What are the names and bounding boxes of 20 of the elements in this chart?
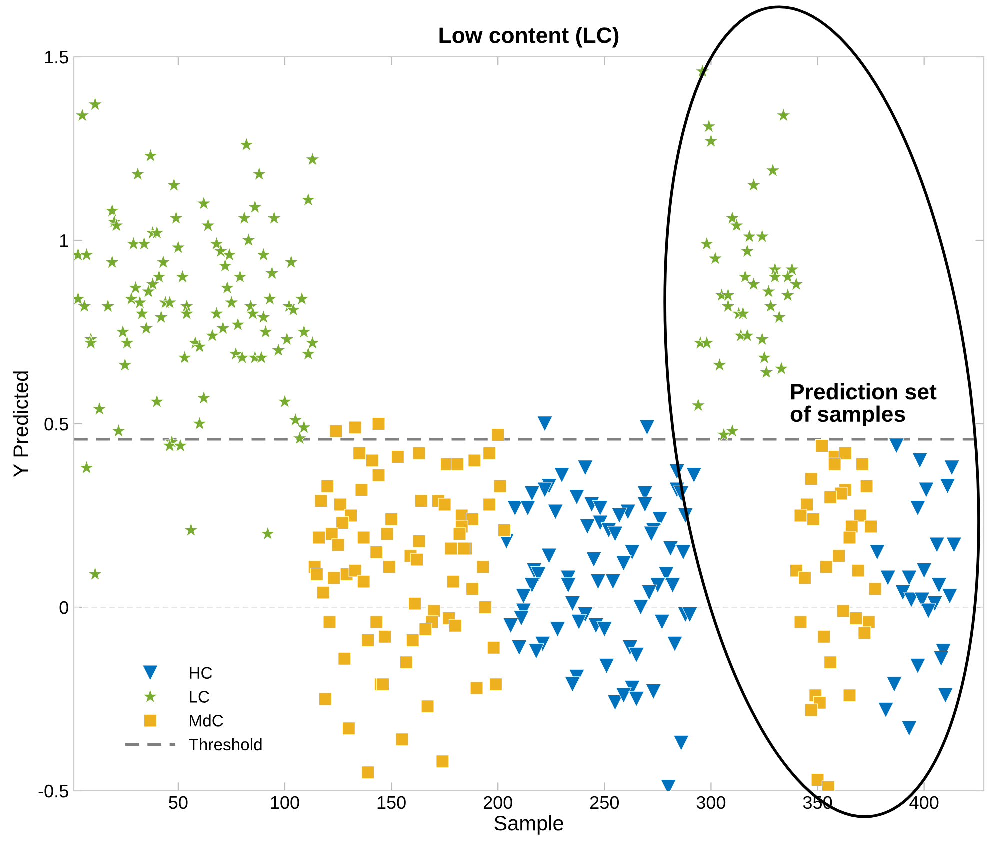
y-axis-title: Y Predicted xyxy=(13,372,28,478)
y-tick-label: -0.5 xyxy=(38,784,68,798)
legend-label: HC xyxy=(190,667,212,680)
legend-label: LC xyxy=(190,691,210,703)
x-tick-label: 400 xyxy=(910,796,939,810)
y-tick-label: 1 xyxy=(60,234,68,248)
legend-label: Threshold xyxy=(189,738,262,751)
x-tick-label: 100 xyxy=(271,796,300,810)
legend-label: MdC xyxy=(190,714,224,727)
x-tick-label: 300 xyxy=(696,796,726,810)
x-tick-label: 50 xyxy=(169,796,188,810)
chart-title: Low content (LC) xyxy=(440,27,619,48)
x-axis-title: Sample xyxy=(494,815,564,835)
y-tick-label: 0 xyxy=(60,601,68,614)
y-tick-label: 1.5 xyxy=(45,51,68,64)
x-tick-label: 200 xyxy=(484,796,512,810)
x-tick-label: 150 xyxy=(378,796,406,810)
x-tick-label: 250 xyxy=(590,796,620,810)
y-tick-label: 0.5 xyxy=(44,418,68,431)
annotation: Prediction set of samples xyxy=(790,383,937,427)
